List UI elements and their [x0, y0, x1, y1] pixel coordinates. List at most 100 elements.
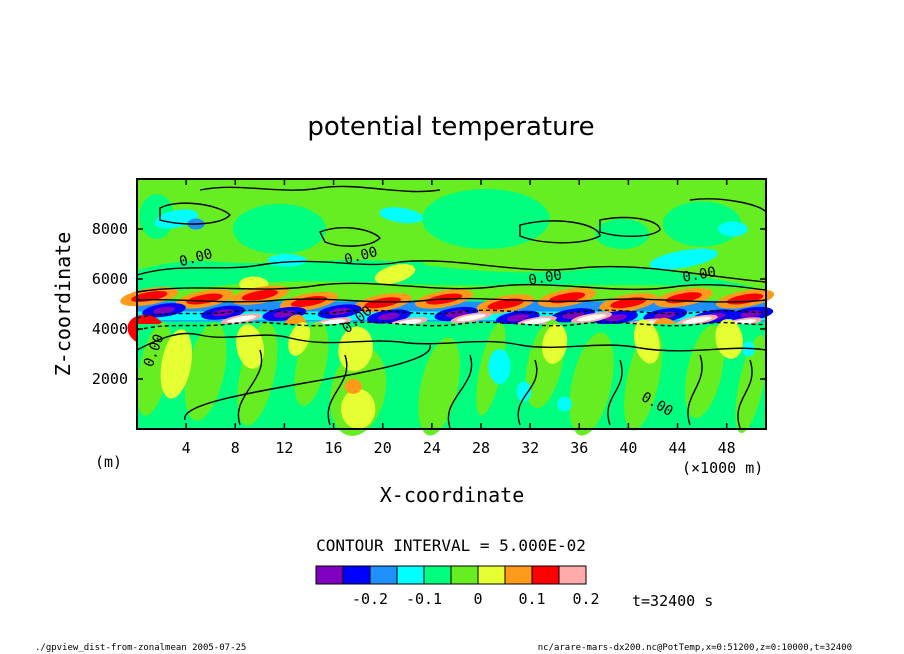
x-tick-label: 32 — [521, 439, 539, 457]
cyan-patch — [557, 396, 572, 412]
upper-patch — [422, 189, 550, 249]
footer-right: nc/arare-mars-dx200.nc@PotTemp,x=0:51200… — [538, 643, 852, 653]
y-tick-label: 8000 — [92, 220, 128, 238]
contour-line — [607, 359, 623, 426]
contour-line — [136, 282, 767, 293]
colorbar-tick-label: -0.1 — [406, 590, 442, 608]
x-tick-label: 40 — [619, 439, 637, 457]
cyan-patch — [488, 349, 511, 384]
extreme-trough-core — [682, 316, 712, 324]
extreme-trough-core — [456, 314, 486, 322]
footer-left: ./gpview_dist-from-zonalmean 2005-07-25 — [35, 643, 246, 653]
contour-line — [184, 344, 431, 421]
colorbar-swatch — [450, 565, 479, 585]
contour-line — [447, 354, 473, 429]
y-unit-label: (m) — [95, 453, 122, 471]
contour-label: 0.00 — [527, 267, 563, 289]
contour-line — [237, 349, 263, 426]
chart-title: potential temperature — [307, 112, 594, 142]
lower-column — [136, 322, 172, 416]
contour-line — [599, 216, 661, 237]
plot-area: 0.00 0.000.000.00 0.000.000.00 — [120, 178, 775, 436]
cyan-blob — [267, 254, 307, 267]
contour-line — [519, 220, 601, 244]
contour-line — [136, 260, 767, 283]
colorbar-swatch — [315, 565, 344, 585]
extreme-trough-core — [226, 315, 256, 323]
x-tick-label: 44 — [669, 439, 687, 457]
orange-blob — [344, 379, 362, 394]
x-tick-label: 16 — [325, 439, 343, 457]
colorbar-swatch — [558, 565, 587, 585]
cold-trough-core — [377, 312, 400, 321]
warm-crest-core — [186, 293, 223, 305]
time-label: t=32400 s — [632, 592, 713, 610]
yellow-blob — [374, 263, 416, 285]
y-tick-label: 4000 — [92, 320, 128, 338]
lower-column — [184, 322, 227, 421]
cyan-blob — [379, 207, 424, 224]
x-tick-label: 12 — [275, 439, 293, 457]
x-tick-label: 36 — [570, 439, 588, 457]
colorbar-swatch — [504, 565, 533, 585]
contour-label: 0.00 — [681, 264, 717, 286]
upper-patch — [662, 201, 742, 247]
contour-line — [737, 359, 753, 429]
yellow-plume — [288, 322, 311, 356]
lower-column — [685, 324, 725, 419]
colorbar-swatch — [369, 565, 398, 585]
warm-crest-core — [487, 298, 524, 310]
colorbar-tick-label: -0.2 — [352, 590, 388, 608]
x-tick-label: 8 — [231, 439, 240, 457]
yellow-plume — [160, 329, 193, 399]
contour-interval-label: CONTOUR INTERVAL = 5.000E-02 — [316, 536, 586, 555]
yellow-plume — [542, 324, 568, 364]
x-tick-label: 20 — [374, 439, 392, 457]
warm-crest-core — [548, 292, 586, 304]
cold-trough-core — [506, 314, 529, 322]
x-axis-label: X-coordinate — [380, 483, 525, 507]
warm-crest-core — [364, 297, 401, 309]
contour-line-negative — [136, 309, 767, 319]
y-tick-label: 6000 — [92, 270, 128, 288]
cyan-blob — [718, 221, 748, 237]
lower-column — [569, 332, 614, 436]
contour-line — [199, 185, 441, 193]
colorbar-tick-label: 0.2 — [572, 590, 599, 608]
contour-line — [319, 227, 381, 247]
yellow-plume — [633, 319, 660, 364]
extreme-trough-core — [521, 317, 551, 326]
colorbar — [315, 565, 587, 585]
contour-line — [689, 198, 767, 213]
y-axis-label: Z-coordinate — [51, 232, 75, 377]
colorbar-swatch — [396, 565, 425, 585]
x-tick-label: 4 — [182, 439, 191, 457]
extreme-trough-core — [577, 314, 607, 322]
warm-crest-core — [241, 289, 279, 301]
contour-line — [517, 359, 538, 426]
contour-line — [687, 354, 703, 426]
contour-line — [136, 332, 767, 352]
upper-patch — [232, 204, 327, 254]
cold-trough-core — [273, 310, 296, 318]
x-tick-label: 48 — [718, 439, 736, 457]
colorbar-tick-label: 0.1 — [518, 590, 545, 608]
contour-line-negative — [136, 321, 767, 331]
colorbar-swatch — [477, 565, 506, 585]
colorbar-tick-label: 0 — [473, 590, 482, 608]
x-tick-label: 24 — [423, 439, 441, 457]
x-unit-label: (×1000 m) — [682, 459, 763, 477]
colorbar-swatch — [342, 565, 371, 585]
colorbar-swatch — [531, 565, 560, 585]
y-tick-label: 2000 — [92, 370, 128, 388]
contour-line — [327, 354, 348, 426]
lower-column — [735, 335, 768, 433]
upper-patch — [595, 219, 650, 249]
warm-crest-core — [610, 297, 647, 309]
cold-trough-core — [153, 306, 175, 314]
cyan-blob — [649, 248, 718, 270]
plot-frame — [136, 178, 767, 430]
x-tick-label: 28 — [472, 439, 490, 457]
contour-line — [159, 202, 231, 225]
